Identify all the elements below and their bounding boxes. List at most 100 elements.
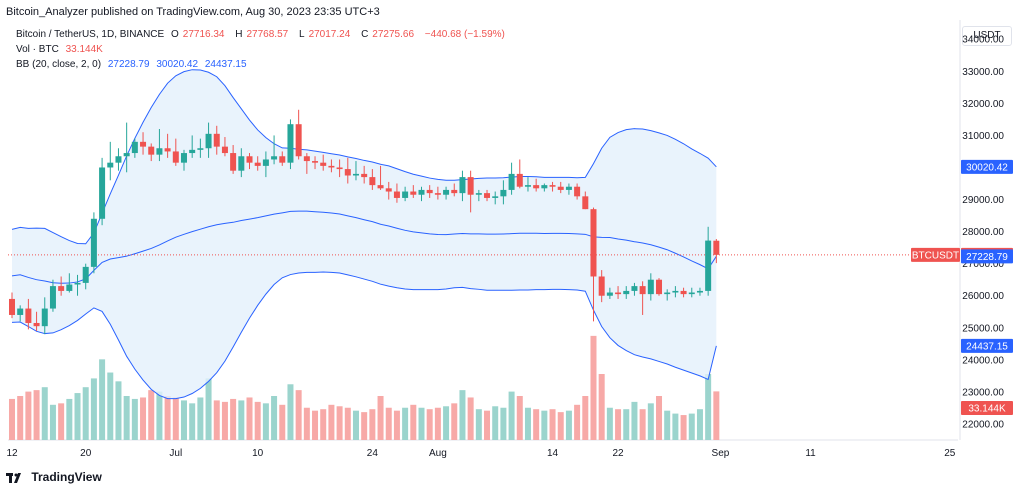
volume-bar bbox=[410, 404, 417, 440]
candle-body bbox=[533, 185, 540, 189]
currency-button[interactable]: USDT bbox=[962, 26, 1012, 46]
candle-body bbox=[213, 133, 220, 147]
y-tick-label: 22000.00 bbox=[962, 419, 1004, 430]
price-label-band: 27228.79 bbox=[961, 249, 1013, 264]
price-label-box bbox=[961, 338, 1013, 353]
candle bbox=[639, 281, 646, 315]
candle bbox=[418, 186, 425, 202]
candle bbox=[582, 191, 589, 210]
candle bbox=[533, 178, 540, 192]
volume-bar bbox=[475, 409, 482, 440]
volume-bar bbox=[590, 335, 597, 440]
candle-body bbox=[410, 191, 417, 195]
volume-bar bbox=[541, 410, 548, 440]
candle bbox=[221, 137, 228, 157]
candle-body bbox=[393, 191, 400, 198]
candle bbox=[238, 148, 245, 178]
volume-bar bbox=[656, 396, 663, 440]
x-tick-label: 20 bbox=[80, 448, 92, 459]
bb-basis-line bbox=[11, 210, 717, 284]
bb-label: BB (20, close, 2, 0) bbox=[16, 59, 102, 70]
candle-body bbox=[582, 196, 589, 210]
candle bbox=[590, 207, 597, 322]
x-tick-label: 11 bbox=[805, 448, 816, 459]
candle bbox=[393, 183, 400, 203]
candle bbox=[574, 183, 581, 200]
price-label-box bbox=[961, 249, 1013, 264]
candle-body bbox=[221, 146, 228, 154]
candle-body bbox=[361, 173, 368, 178]
candle bbox=[25, 298, 32, 330]
bb-basis-value: 27228.79 bbox=[107, 59, 150, 70]
candle-body bbox=[696, 290, 703, 293]
y-tick-label: 33000.00 bbox=[962, 67, 1004, 78]
volume-bar bbox=[385, 407, 392, 440]
volume-bar bbox=[336, 406, 343, 440]
price-label-text: BTCUSDT bbox=[912, 250, 959, 261]
candle bbox=[49, 279, 56, 312]
volume-bar bbox=[426, 409, 433, 440]
candle bbox=[500, 180, 507, 205]
y-tick-label: 24000.00 bbox=[962, 355, 1004, 366]
y-tick-label: 25000.00 bbox=[962, 323, 1004, 334]
volume-bar bbox=[443, 406, 450, 440]
candle bbox=[197, 138, 204, 158]
candle bbox=[696, 287, 703, 296]
volume-bar bbox=[680, 415, 687, 440]
volume-bar bbox=[598, 374, 605, 440]
brand-name: TradingView bbox=[31, 470, 102, 484]
y-tick-label: 28000.00 bbox=[962, 227, 1004, 238]
candle-body bbox=[336, 167, 343, 170]
candle bbox=[402, 186, 409, 202]
x-tick-label: 25 bbox=[944, 448, 956, 459]
volume-bar bbox=[688, 413, 695, 440]
candle-body bbox=[623, 290, 630, 295]
x-tick-label: 24 bbox=[367, 448, 379, 459]
candle-body bbox=[705, 240, 712, 291]
volume-bar bbox=[287, 384, 294, 440]
candle-body bbox=[500, 189, 507, 197]
candle bbox=[467, 170, 474, 213]
volume-bar bbox=[484, 410, 491, 440]
candle-body bbox=[189, 149, 196, 154]
y-tick-label: 27000.00 bbox=[962, 259, 1004, 270]
candle bbox=[680, 287, 687, 298]
x-tick-label: 10 bbox=[252, 448, 264, 459]
price-label-band: 24437.15 bbox=[961, 338, 1013, 353]
price-label-text: 30020.42 bbox=[966, 162, 1008, 173]
volume-bar bbox=[344, 407, 351, 440]
price-label-box bbox=[961, 401, 1013, 415]
candle bbox=[189, 135, 196, 158]
candle-body bbox=[418, 189, 425, 195]
candle-body bbox=[156, 148, 163, 155]
candle bbox=[369, 169, 376, 190]
volume-bar bbox=[549, 409, 556, 440]
symbol-legend: Bitcoin / TetherUS, 1D, BINANCE O 27716.3… bbox=[16, 29, 505, 40]
candle-body bbox=[459, 177, 466, 194]
volume-bar bbox=[180, 400, 187, 440]
bb-lower-value: 24437.15 bbox=[204, 59, 247, 70]
volume-bar bbox=[221, 401, 228, 440]
candle bbox=[328, 159, 335, 173]
candle bbox=[303, 153, 310, 174]
volume-bar bbox=[115, 381, 122, 440]
candle-body bbox=[516, 173, 523, 187]
candle-body bbox=[320, 162, 327, 166]
candle bbox=[74, 274, 81, 296]
candle-body bbox=[484, 193, 491, 198]
candle bbox=[213, 125, 220, 155]
x-tick-label: Sep bbox=[712, 448, 730, 459]
y-tick-label: 23000.00 bbox=[962, 387, 1004, 398]
candle-body bbox=[246, 156, 253, 163]
volume-bar bbox=[672, 413, 679, 440]
candle-body bbox=[647, 279, 654, 295]
x-tick-label: 12 bbox=[6, 448, 18, 459]
price-label-vol: 33.144K bbox=[961, 401, 1013, 415]
volume-bar bbox=[615, 409, 622, 440]
candle-body bbox=[9, 298, 15, 315]
volume-bar bbox=[123, 396, 130, 440]
volume-bar bbox=[361, 412, 368, 440]
candle-body bbox=[279, 156, 286, 163]
y-tick-label: 26000.00 bbox=[962, 291, 1004, 302]
